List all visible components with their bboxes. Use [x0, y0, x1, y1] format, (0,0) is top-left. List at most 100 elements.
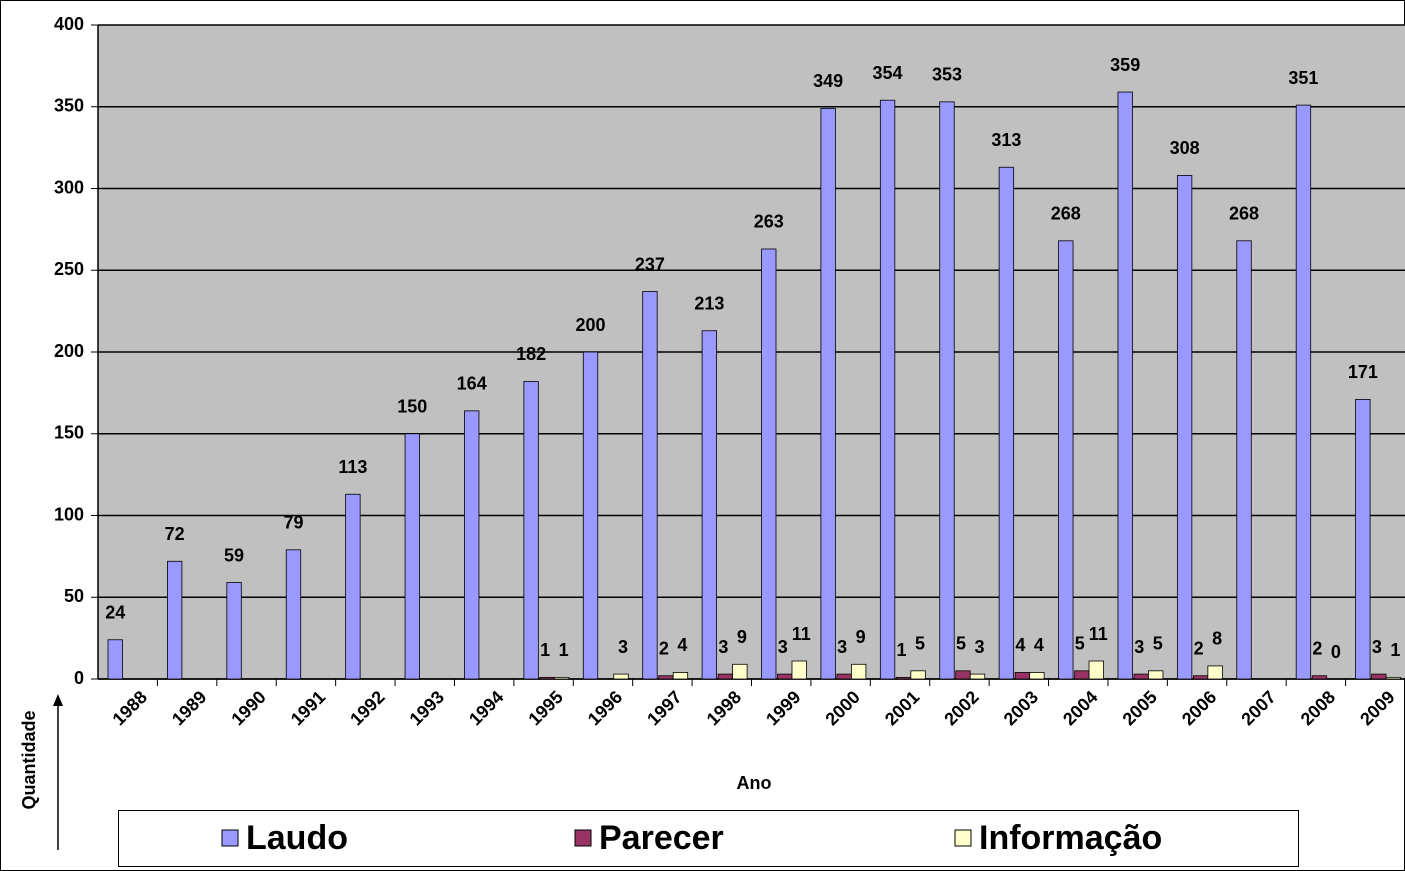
x-axis-label: Ano [737, 773, 772, 793]
bar [998, 166, 1015, 680]
value-label: 3 [618, 637, 628, 657]
bar [1371, 673, 1387, 680]
value-label: 72 [165, 524, 185, 544]
value-label: 1 [540, 640, 550, 660]
value-label: 79 [283, 513, 303, 533]
value-label: 59 [224, 545, 244, 565]
bar [1207, 665, 1223, 680]
value-label: 5 [956, 634, 966, 654]
value-label: 8 [1212, 629, 1222, 649]
value-label: 237 [635, 254, 665, 274]
bar [820, 107, 836, 680]
bar [701, 330, 717, 680]
value-label: 1 [1390, 640, 1400, 660]
bar [1058, 240, 1074, 680]
bar [404, 433, 420, 680]
bar [791, 660, 807, 680]
value-label: 24 [105, 603, 125, 623]
value-label: 3 [1372, 637, 1382, 657]
y-label-arrowhead [53, 694, 63, 706]
bar [582, 351, 599, 680]
bar [1014, 672, 1031, 680]
y-tick-label: 200 [54, 341, 84, 361]
value-label: 4 [677, 635, 687, 655]
bar [717, 673, 733, 680]
bar [1192, 675, 1209, 680]
value-label: 113 [338, 457, 367, 477]
value-label: 349 [813, 71, 843, 91]
bar [761, 248, 777, 680]
value-label: 263 [754, 212, 784, 232]
bar [1074, 670, 1090, 680]
bar [879, 99, 896, 680]
bar [939, 101, 955, 680]
value-label: 2 [659, 638, 669, 658]
bar [1355, 399, 1371, 680]
y-tick-label: 150 [54, 423, 84, 443]
bar [895, 676, 912, 680]
value-label: 359 [1110, 55, 1140, 75]
bar [539, 676, 555, 680]
value-label: 11 [1089, 624, 1108, 644]
bar [167, 560, 183, 680]
value-label: 351 [1288, 68, 1318, 88]
bar [851, 663, 867, 680]
value-label: 0 [1331, 642, 1341, 662]
bar [285, 549, 302, 680]
value-label: 182 [516, 344, 546, 364]
bar [1176, 175, 1193, 680]
bar [1117, 91, 1133, 680]
y-axis-label: Quantidade [19, 710, 39, 809]
bar [658, 675, 674, 680]
legend-swatch [221, 829, 239, 847]
value-label: 3 [1134, 637, 1144, 657]
bar [613, 673, 629, 680]
value-label: 2 [1194, 638, 1204, 658]
bar [226, 582, 242, 680]
bar [1029, 672, 1045, 680]
bar [553, 676, 570, 680]
value-label: 5 [1153, 634, 1163, 654]
value-label: 308 [1170, 138, 1200, 158]
bar [672, 672, 689, 680]
value-label: 2 [1312, 638, 1322, 658]
value-label: 5 [915, 634, 925, 654]
value-label: 164 [457, 374, 487, 394]
value-label: 4 [1034, 635, 1044, 655]
value-label: 11 [792, 624, 811, 644]
value-label: 268 [1229, 204, 1259, 224]
bar [1295, 104, 1312, 680]
bar [345, 493, 361, 680]
value-label: 313 [991, 130, 1021, 150]
value-label: 171 [1348, 362, 1378, 382]
legend-label: Laudo [246, 819, 348, 857]
y-tick-label: 300 [54, 177, 84, 197]
bar [1311, 675, 1328, 680]
value-label: 3 [718, 637, 728, 657]
bar [836, 673, 852, 680]
value-label: 353 [932, 65, 962, 85]
value-label: 4 [1015, 635, 1025, 655]
value-label: 3 [778, 637, 788, 657]
y-tick-label: 400 [54, 14, 84, 34]
bar [955, 670, 971, 680]
value-label: 150 [397, 397, 427, 417]
legend-swatch [954, 829, 972, 847]
legend-label: Informação [979, 819, 1162, 857]
legend-swatch [574, 829, 592, 847]
y-tick-label: 0 [74, 668, 84, 688]
value-label: 354 [873, 63, 903, 83]
value-label: 5 [1075, 634, 1085, 654]
y-tick-label: 350 [54, 96, 84, 116]
legend-label: Parecer [599, 819, 724, 857]
bar [910, 670, 926, 680]
value-label: 200 [575, 315, 605, 335]
value-label: 213 [694, 293, 724, 313]
bar [1133, 673, 1149, 680]
bar [969, 673, 986, 680]
legend [118, 810, 1299, 867]
bar [1088, 660, 1104, 680]
value-label: 9 [856, 627, 866, 647]
y-tick-label: 100 [54, 504, 84, 524]
